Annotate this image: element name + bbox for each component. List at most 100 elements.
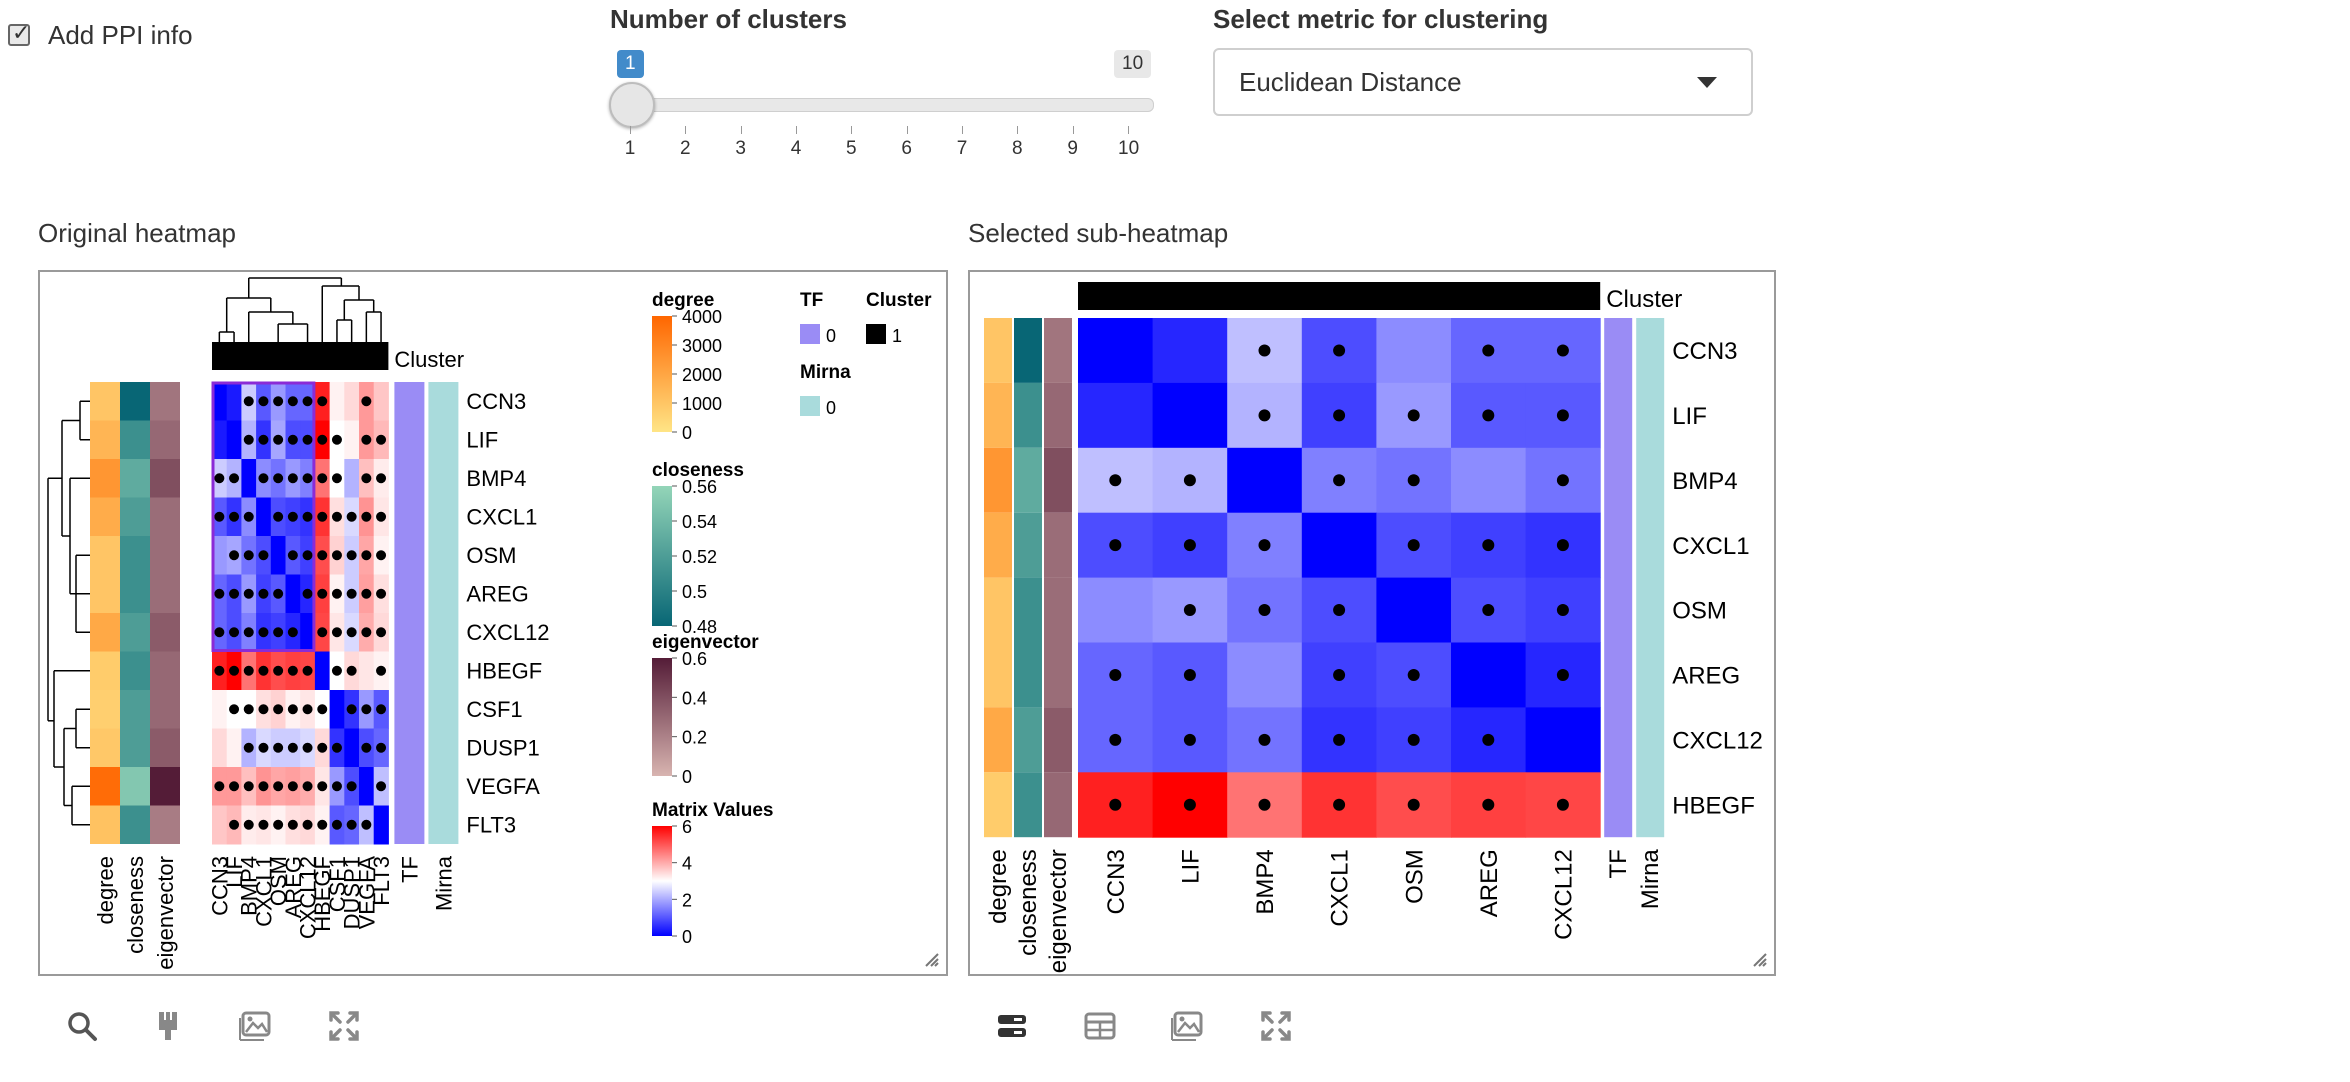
ppi-dot [376, 665, 387, 676]
heatmap-cell[interactable] [1227, 642, 1303, 708]
original-heatmap-chart[interactable]: degree closeness eigenvectorClusterCCN3LIF… [40, 272, 946, 974]
eigenvector-anno-cell [1044, 318, 1072, 383]
heatmap-cell[interactable] [226, 382, 242, 421]
heatmap-cell[interactable] [359, 651, 375, 691]
ppi-dot [361, 396, 372, 407]
image-export-icon[interactable] [1170, 1008, 1206, 1044]
expand-icon[interactable] [326, 1008, 362, 1044]
heatmap-cell[interactable] [1152, 382, 1228, 449]
heatmap-cell[interactable] [329, 382, 345, 421]
ppi-dot [258, 742, 269, 753]
heatmap-cell[interactable] [1451, 642, 1527, 708]
table-view-icon[interactable] [994, 1008, 1030, 1044]
ppi-dot [317, 396, 328, 407]
degree-legend-tick-label: 2000 [682, 365, 722, 385]
heatmap-cell[interactable] [1078, 577, 1154, 643]
heatmap-cell[interactable] [212, 805, 228, 845]
tf-legend-title: TF [800, 290, 823, 311]
search-icon[interactable] [64, 1008, 100, 1044]
resize-grip-icon[interactable] [1750, 950, 1768, 968]
grid-icon[interactable] [1082, 1008, 1118, 1044]
column-label: FLT3 [369, 856, 394, 906]
heatmap-cell[interactable] [212, 420, 228, 460]
heatmap-cell[interactable] [1078, 382, 1154, 449]
heatmap-cell[interactable] [359, 767, 375, 806]
heatmap-cell[interactable] [285, 574, 301, 614]
sub-heatmap-title: Selected sub-heatmap [968, 218, 1229, 248]
metric-select[interactable]: Euclidean Distance [1213, 48, 1753, 116]
ppi-dot [302, 819, 313, 830]
heatmap-cell[interactable] [1227, 447, 1303, 514]
slider-max-pill: 10 [1114, 50, 1152, 78]
closeness-anno-cell [120, 651, 150, 690]
selection-box[interactable] [211, 381, 316, 652]
heatmap-cell[interactable] [373, 805, 389, 845]
slider-tick-mark [1072, 126, 1074, 134]
degree-anno-cell [90, 382, 120, 421]
ppi-dot [1258, 604, 1271, 617]
heatmap-cell[interactable] [212, 382, 228, 421]
matrix-legend-tick-label: 0 [682, 927, 692, 947]
clusters-slider-track[interactable] [612, 98, 1154, 112]
row-label: CXCL12 [466, 620, 549, 645]
ppi-dot [229, 588, 240, 599]
ppi-dot [243, 665, 254, 676]
eigenvector-legend-tick-label: 0.2 [682, 728, 707, 748]
heatmap-cell[interactable] [1078, 318, 1154, 384]
heatmap-cell[interactable] [270, 536, 286, 575]
ppi-checkbox[interactable]: ✓ [8, 20, 30, 46]
eigenvector-anno-cell [1044, 577, 1072, 643]
slider-tick-label: 6 [901, 138, 912, 159]
clusters-label: Number of clusters [610, 4, 847, 34]
heatmap-cell[interactable] [1152, 318, 1228, 384]
ppi-dot [1258, 409, 1271, 422]
ppi-dot [1407, 733, 1420, 746]
heatmap-cell[interactable] [344, 420, 360, 460]
ppi-dot [273, 434, 284, 445]
heatmap-cell[interactable] [226, 728, 242, 768]
heatmap-cell[interactable] [344, 459, 360, 498]
ppi-dot [1556, 668, 1569, 681]
closeness-anno-cell [120, 420, 150, 459]
row-label: LIF [466, 428, 498, 453]
brush-icon[interactable] [150, 1008, 186, 1044]
heatmap-cell[interactable] [373, 382, 389, 421]
heatmap-cell[interactable] [1301, 512, 1377, 579]
ppi-dot [376, 473, 387, 484]
resize-grip-icon[interactable] [922, 950, 940, 968]
expand-icon[interactable] [1258, 1008, 1294, 1044]
eigenvector-legend-tick-label: 0.6 [682, 649, 707, 669]
heatmap-cell[interactable] [226, 420, 242, 460]
sub-heatmap-chart[interactable]: degree closeness eigenvector Cluster CCN3 LIF… [970, 272, 1774, 974]
heatmap-cell[interactable] [212, 728, 228, 768]
ppi-dot [317, 781, 328, 792]
eigenvector-anno-cell [1044, 512, 1072, 578]
heatmap-cell[interactable] [300, 613, 316, 652]
heatmap-cell[interactable] [212, 536, 228, 575]
heatmap-cell[interactable] [314, 651, 331, 691]
heatmap-cell[interactable] [329, 690, 345, 729]
ppi-dot [302, 781, 313, 792]
heatmap-cell[interactable] [344, 382, 360, 421]
degree-anno-cell [90, 613, 120, 652]
heatmap-cell[interactable] [241, 459, 257, 498]
slider-tick-label: 10 [1118, 138, 1140, 159]
heatmap-cell[interactable] [1376, 577, 1452, 643]
heatmap-cell[interactable] [1525, 707, 1601, 773]
column-label: VEGFA [354, 856, 379, 930]
closeness-anno-cell [120, 613, 150, 652]
ppi-dot [258, 588, 269, 599]
heatmap-cell[interactable] [256, 497, 272, 537]
image-export-icon[interactable] [238, 1008, 274, 1044]
ppi-dot [302, 742, 313, 753]
column-label: BMP4 [237, 856, 262, 916]
heatmap-cell[interactable] [212, 690, 228, 729]
heatmap-cell[interactable] [344, 728, 360, 768]
ppi-dot [1333, 604, 1346, 617]
mirna-axis-label: Mirna [431, 855, 456, 911]
ppi-dot [1109, 798, 1122, 811]
heatmap-cell[interactable] [1376, 318, 1452, 384]
clusters-slider-handle[interactable] [609, 82, 655, 128]
eigenvector-anno-cell [150, 574, 180, 613]
heatmap-cell[interactable] [1451, 447, 1527, 514]
